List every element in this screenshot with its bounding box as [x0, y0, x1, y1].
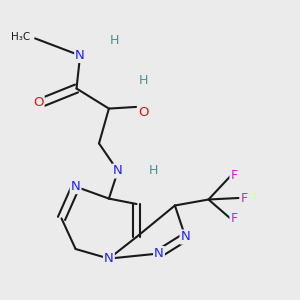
Text: O: O [138, 106, 148, 119]
Text: N: N [75, 49, 85, 62]
Text: H: H [148, 164, 158, 178]
Text: N: N [113, 164, 123, 178]
Text: O: O [33, 96, 44, 109]
Text: N: N [71, 180, 80, 193]
Text: F: F [241, 191, 248, 205]
Text: H: H [110, 34, 120, 47]
Text: F: F [230, 169, 238, 182]
Text: H: H [138, 74, 148, 88]
Text: N: N [154, 247, 164, 260]
Text: F: F [230, 212, 238, 226]
Text: N: N [104, 252, 114, 265]
Text: H₃C: H₃C [11, 32, 31, 42]
Text: N: N [181, 230, 190, 244]
